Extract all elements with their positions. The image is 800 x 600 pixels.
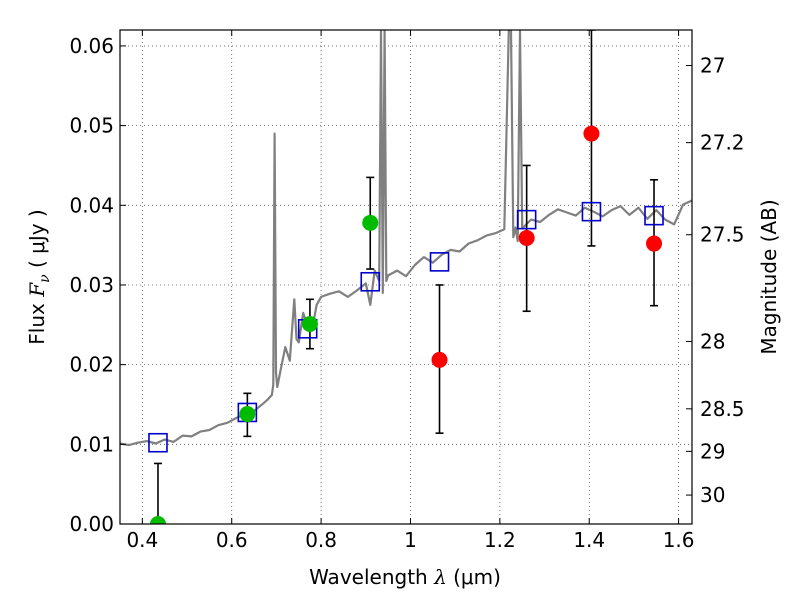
plot-frame	[119, 29, 693, 525]
y2-axis-label: Magnitude (AB)	[757, 199, 781, 354]
y-tick-label: 0.03	[69, 273, 114, 297]
x-tick-label: 1.4	[573, 528, 605, 552]
plot-area	[120, 30, 692, 524]
x-tick-label: 1	[404, 528, 417, 552]
model-photometry-point	[516, 209, 537, 230]
observed-red-point	[583, 125, 600, 142]
x-axis-label: Wavelength λ (μm)	[309, 565, 501, 589]
model-photometry-point	[360, 271, 381, 292]
y2-tick-label: 29	[700, 439, 725, 463]
y-tick-label: 0.00	[69, 512, 114, 536]
axis-ticks: 0.4 0.6 0.8 1 1.2 1.4 1.6 0.00 0.01 0.02 0.03 0.04 0…	[69, 30, 745, 552]
observed-red-point	[518, 229, 535, 246]
x-tick-label: 1.2	[484, 528, 516, 552]
y2-tick-label: 27.2	[700, 131, 745, 155]
y-tick-label: 0.02	[69, 353, 114, 377]
y2-tick-label: 27.5	[700, 223, 745, 247]
observed-green-point	[149, 516, 166, 524]
model-photometry-point	[581, 201, 602, 222]
y-tick-label: 0.05	[69, 114, 114, 138]
y2-tick-label: 28.5	[700, 397, 745, 421]
observed-red-point	[646, 235, 663, 252]
spectrum-line	[120, 30, 692, 447]
y2-tick-label: 27	[700, 54, 725, 78]
y2-tick-label: 30	[700, 483, 725, 507]
observed-red-point	[431, 351, 448, 368]
y-tick-label: 0.01	[69, 432, 114, 456]
y-axis-label: Flux Fν ( μJy )	[25, 209, 53, 344]
x-tick-label: 0.8	[305, 528, 337, 552]
model-photometry-point	[148, 432, 168, 453]
y2-tick-label: 28	[700, 329, 725, 353]
y-tick-label: 0.04	[69, 193, 114, 217]
y-tick-label: 0.06	[69, 34, 114, 58]
observed-green-point	[239, 406, 256, 423]
x-tick-label: 0.6	[216, 528, 248, 552]
observed-green-point	[301, 316, 318, 333]
x-tick-label: 1.6	[663, 528, 695, 552]
observed-green-point	[362, 214, 379, 231]
model-photometry-point	[429, 252, 450, 272]
x-tick-label: 0.4	[126, 528, 158, 552]
model-photometry-point	[644, 205, 664, 226]
